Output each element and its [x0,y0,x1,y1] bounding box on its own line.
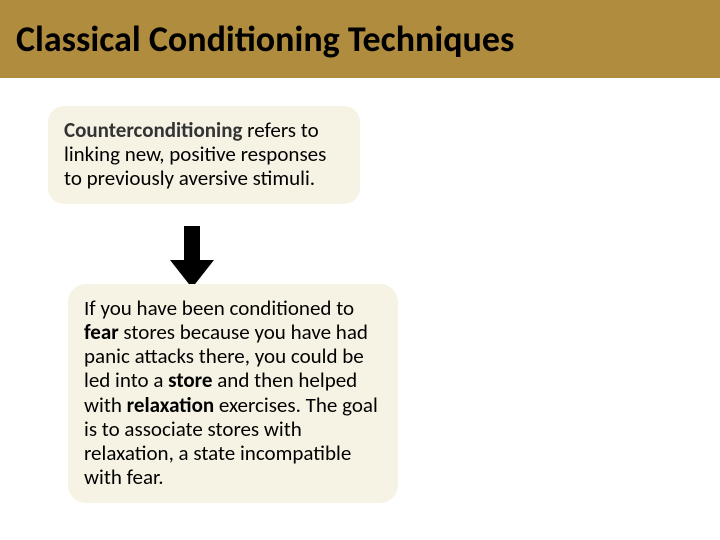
example-text-1: If you have been conditioned to [84,295,354,321]
page-title: Classical Conditioning Techniques [16,17,514,61]
example-bold-fear: fear [84,319,119,345]
term-label: Counterconditioning [64,117,242,143]
example-bold-relaxation: relaxation [127,392,214,418]
definition-card: Counterconditioning refers to linking ne… [48,106,360,204]
title-bar: Classical Conditioning Techniques [0,0,720,78]
example-card: If you have been conditioned to fear sto… [68,284,398,503]
down-arrow-icon [170,226,214,288]
example-bold-store: store [168,367,212,393]
